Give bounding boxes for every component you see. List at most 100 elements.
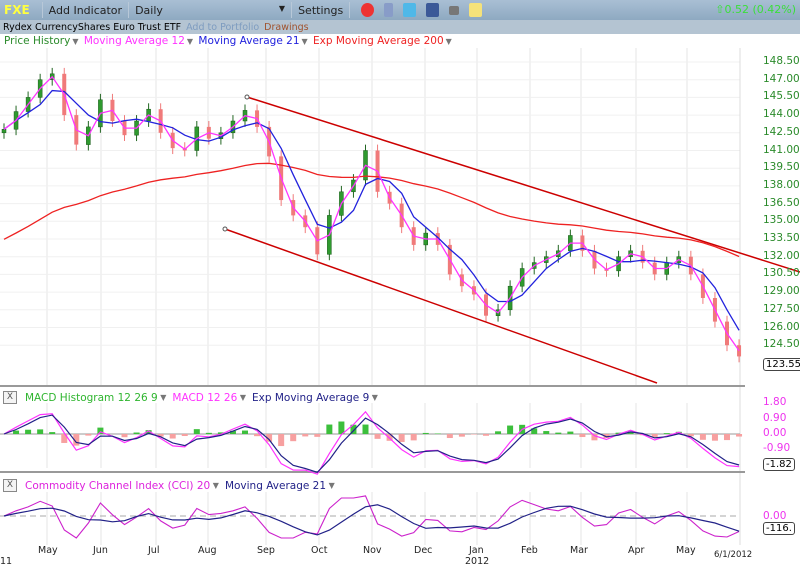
macd-histogram-bar xyxy=(591,434,598,441)
macd-histogram-bar xyxy=(724,434,730,441)
x-axis-label: 11 xyxy=(0,556,13,567)
legend-macd-hist[interactable]: MACD Histogram 12 26 9 xyxy=(25,391,158,404)
macd-histogram-bar xyxy=(205,432,212,434)
macd-histogram-bar xyxy=(97,427,104,434)
price-axis-label: 138.00 xyxy=(763,178,800,191)
macd-histogram-bar xyxy=(326,424,333,434)
macd-histogram-bar xyxy=(495,431,502,434)
legend-cci-ma[interactable]: Moving Average 21 xyxy=(224,479,327,492)
close-panel-button[interactable]: X xyxy=(3,391,17,404)
macd-histogram-bar xyxy=(37,429,44,434)
legend-ma12[interactable]: Moving Average 12 xyxy=(83,35,185,47)
dropdown-arrow-icon[interactable]: ▼ xyxy=(326,481,335,490)
macd-histogram-bar xyxy=(398,434,405,442)
macd-histogram-bar xyxy=(133,432,140,434)
macd-histogram-bar xyxy=(278,434,285,447)
macd-histogram-bar xyxy=(25,429,32,434)
cci-ma-line xyxy=(3,504,740,536)
macd-histogram-bar xyxy=(362,424,369,434)
price-axis-label: 135.00 xyxy=(763,214,800,227)
macd-histogram-bar xyxy=(687,434,694,437)
macd-histogram-bar xyxy=(85,434,92,436)
macd-histogram-bar xyxy=(350,424,357,434)
macd-axis-label: 1.80 xyxy=(763,396,787,409)
macd-histogram-bar xyxy=(266,434,273,442)
legend-price-history[interactable]: Price History xyxy=(4,35,71,47)
twitter-icon[interactable] xyxy=(403,3,417,17)
period-select[interactable]: Daily ▼ xyxy=(135,4,285,17)
price-axis-label: 126.00 xyxy=(763,320,800,333)
legend-ma21[interactable]: Moving Average 21 xyxy=(198,35,300,47)
x-axis-label: Jul xyxy=(148,545,160,556)
macd-axis-label: -0.90 xyxy=(763,442,791,455)
toolbar: FXE Add Indicator Daily ▼ Settings ⇧0.52 … xyxy=(0,0,800,20)
cci-line xyxy=(3,495,740,539)
security-name: Rydex CurrencyShares Euro Trust ETF xyxy=(3,21,182,33)
dropdown-arrow-icon[interactable]: ▼ xyxy=(186,37,194,46)
dropdown-arrow-icon[interactable]: ▼ xyxy=(157,393,167,402)
database-icon[interactable] xyxy=(384,3,394,17)
x-axis-label: Feb xyxy=(521,545,538,556)
macd-histogram-bar xyxy=(338,421,345,434)
dropdown-arrow-icon[interactable]: ▼ xyxy=(445,37,452,46)
price-change: ⇧0.52 (0.42%) xyxy=(715,3,796,16)
divider xyxy=(128,2,130,18)
trendline-lower xyxy=(224,228,658,384)
macd-histogram-bar xyxy=(543,431,550,434)
sticky-note-icon[interactable] xyxy=(469,3,483,17)
close-panel-button[interactable]: X xyxy=(3,479,17,492)
dropdown-arrow-icon[interactable]: ▼ xyxy=(72,37,79,46)
macd-histogram-bar xyxy=(507,425,514,434)
chevron-down-icon: ▼ xyxy=(278,3,286,13)
macd-histogram-bar xyxy=(627,431,634,434)
ema200-line xyxy=(3,162,740,258)
macd-histogram-bar xyxy=(422,432,429,434)
macd-histogram-bar xyxy=(736,434,743,437)
legend-macd[interactable]: MACD 12 26 xyxy=(172,391,238,404)
settings-button[interactable]: Settings xyxy=(298,3,344,17)
price-axis-label: 142.50 xyxy=(763,125,800,138)
price-axis-label: 148.50 xyxy=(763,55,800,67)
dropdown-arrow-icon[interactable]: ▼ xyxy=(210,481,219,490)
macd-histogram-bar xyxy=(314,434,321,437)
divider xyxy=(291,2,293,18)
dropdown-arrow-icon[interactable]: ▼ xyxy=(369,393,378,402)
trendline-upper xyxy=(246,96,800,273)
x-axis-label: Jan xyxy=(469,545,484,556)
macd-histogram-bar xyxy=(145,430,152,434)
price-axis-label: 141.00 xyxy=(763,143,800,156)
price-legend: Price History ▼ Moving Average 12 ▼ Moving… xyxy=(4,35,454,47)
macd-histogram-bar xyxy=(446,434,453,439)
price-axis-label: 145.50 xyxy=(763,90,800,103)
macd-axis-label: 0.90 xyxy=(763,411,787,424)
macd-histogram-bar xyxy=(603,434,610,438)
add-indicator-button[interactable]: Add Indicator xyxy=(48,3,123,17)
macd-histogram-bar xyxy=(229,430,236,434)
macd-histogram-bar xyxy=(217,432,224,434)
x-axis-label: Nov xyxy=(363,545,382,556)
dropdown-arrow-icon[interactable]: ▼ xyxy=(237,393,246,402)
x-axis-label: Dec xyxy=(414,545,433,556)
add-to-portfolio-link[interactable]: Add to Portfolio xyxy=(186,21,260,33)
alarm-clock-icon[interactable] xyxy=(361,3,375,17)
x-axis-label: Oct xyxy=(311,545,328,556)
x-axis-label: Jun xyxy=(93,545,108,556)
camera-icon[interactable] xyxy=(449,5,460,15)
legend-ema200[interactable]: Exp Moving Average 200 xyxy=(313,35,444,47)
symbol[interactable]: FXE xyxy=(4,3,30,17)
drawings-link[interactable]: Drawings xyxy=(264,21,309,33)
facebook-icon[interactable] xyxy=(426,3,440,17)
arrow-up-icon: ⇧ xyxy=(715,3,725,16)
legend-macd-ema[interactable]: Exp Moving Average 9 xyxy=(251,391,370,404)
dropdown-arrow-icon[interactable]: ▼ xyxy=(301,37,308,46)
macd-histogram-bar xyxy=(193,429,200,434)
macd-histogram-bar xyxy=(49,432,56,434)
macd-histogram-bar xyxy=(13,430,20,434)
period-value: Daily xyxy=(135,3,163,17)
subbar: Rydex CurrencyShares Euro Trust ETF Add … xyxy=(0,20,800,34)
x-axis-label: May xyxy=(676,545,696,556)
divider xyxy=(349,2,351,18)
x-axis-label: Mar xyxy=(570,545,588,556)
legend-cci[interactable]: Commodity Channel Index (CCI) 20 xyxy=(25,479,211,492)
